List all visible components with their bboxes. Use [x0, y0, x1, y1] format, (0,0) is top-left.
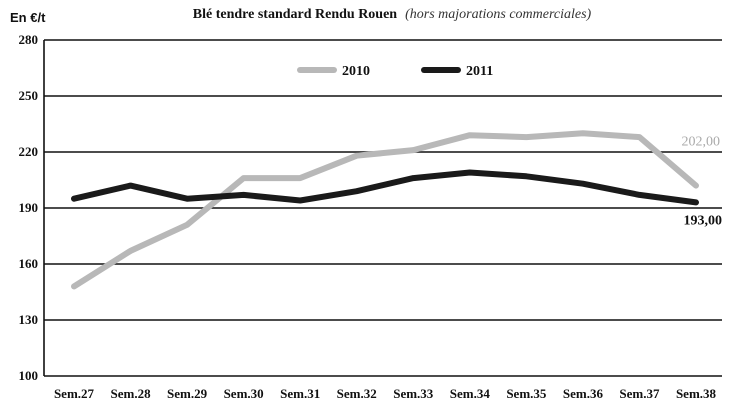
y-tick-label: 100	[19, 368, 39, 383]
x-tick-label: Sem.32	[337, 386, 377, 401]
legend-label-2011: 2011	[466, 64, 493, 79]
series-line-2011	[71, 169, 699, 206]
series-lines	[71, 130, 699, 290]
y-tick-label: 250	[19, 88, 39, 103]
x-tick-label: Sem.31	[280, 386, 320, 401]
end-label-2010: 202,00	[682, 135, 721, 150]
chart-title: Blé tendre standard Rendu Rouen (hors ma…	[193, 5, 592, 22]
chart-subtitle: (hors majorations commerciales)	[405, 7, 591, 22]
y-axis-unit-label: En €/t	[10, 10, 46, 25]
chart-title-main: Blé tendre standard Rendu Rouen	[193, 7, 398, 22]
x-tick-label: Sem.38	[676, 386, 717, 401]
x-tick-label: Sem.27	[54, 386, 95, 401]
y-tick-label: 160	[19, 256, 39, 271]
legend-label-2010: 2010	[342, 64, 370, 79]
legend: 2010 2011	[297, 64, 493, 79]
x-tick-label: Sem.28	[110, 386, 151, 401]
x-axis-ticks: Sem.27 Sem.28 Sem.29 Sem.30 Sem.31 Sem.32 Sem.…	[54, 386, 717, 401]
y-tick-label: 190	[19, 200, 39, 215]
x-tick-label: Sem.30	[224, 386, 264, 401]
x-tick-label: Sem.33	[393, 386, 434, 401]
end-labels: 202,00 193,00	[682, 135, 723, 229]
y-axis-ticks: 100 130 160 190 220 250 280	[19, 32, 39, 383]
x-tick-label: Sem.35	[506, 386, 547, 401]
x-tick-label: Sem.34	[450, 386, 491, 401]
y-tick-label: 130	[19, 312, 39, 327]
y-tick-label: 220	[19, 144, 39, 159]
end-label-2011: 193,00	[684, 213, 723, 228]
x-tick-label: Sem.29	[167, 386, 208, 401]
series-line-2010	[71, 130, 699, 290]
gridlines	[43, 39, 722, 377]
y-tick-label: 280	[19, 32, 39, 47]
x-tick-label: Sem.36	[563, 386, 604, 401]
x-tick-label: Sem.37	[619, 386, 660, 401]
